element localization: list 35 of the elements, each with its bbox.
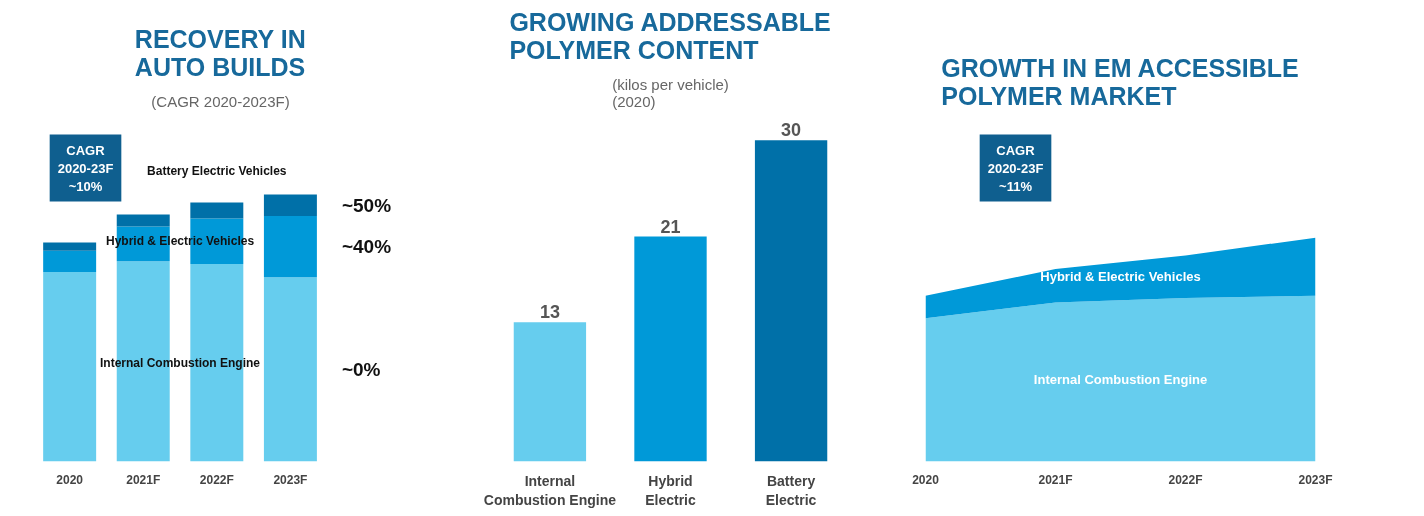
data-label: 13 xyxy=(539,302,560,323)
bar xyxy=(190,202,244,219)
x-tick-label: 2020 xyxy=(56,472,84,487)
chart-subtitle: (kilos per vehicle) (2020) xyxy=(612,75,729,110)
text: CAGR 2020-23F ~10% xyxy=(57,142,114,194)
x-tick-label: 2020 xyxy=(912,472,940,487)
x-tick-label: 2023F xyxy=(1298,472,1333,487)
text: ~0% xyxy=(341,358,381,380)
data-label: 30 xyxy=(781,120,802,141)
text: CAGR 2020-23F ~11% xyxy=(987,142,1044,194)
chart-subtitle: (CAGR 2020-2023F) xyxy=(151,92,290,110)
bar xyxy=(263,277,317,462)
text: ~40% xyxy=(341,236,392,258)
x-tick-label: Internal Combustion Engine xyxy=(483,472,617,508)
series-label: Hybrid & Electric Vehicles xyxy=(1040,269,1201,285)
text: ~50% xyxy=(341,194,392,216)
bar xyxy=(43,271,97,462)
bar xyxy=(116,214,170,227)
x-tick-label: 2021F xyxy=(1038,472,1073,487)
x-tick-label: 2023F xyxy=(273,472,308,487)
x-tick-label: Battery Electric xyxy=(765,472,817,508)
chart-title: GROWING ADDRESSABLE POLYMER CONTENT xyxy=(509,7,831,64)
bar xyxy=(263,215,317,278)
bar xyxy=(43,250,97,272)
series-label: Internal Combustion Engine xyxy=(1033,372,1208,388)
chart-title: RECOVERY IN AUTO BUILDS xyxy=(134,24,306,81)
data-label: 21 xyxy=(660,216,681,237)
series-label: Battery Electric Vehicles xyxy=(147,163,287,178)
bar xyxy=(43,242,97,251)
chart-title: GROWTH IN EM ACCESSIBLE POLYMER MARKET xyxy=(941,53,1299,110)
x-tick-label: 2021F xyxy=(126,472,161,487)
x-tick-label: 2022F xyxy=(1168,472,1203,487)
bar xyxy=(263,194,317,216)
x-tick-label: 2022F xyxy=(199,472,234,487)
x-tick-label: Hybrid Electric xyxy=(645,472,697,508)
